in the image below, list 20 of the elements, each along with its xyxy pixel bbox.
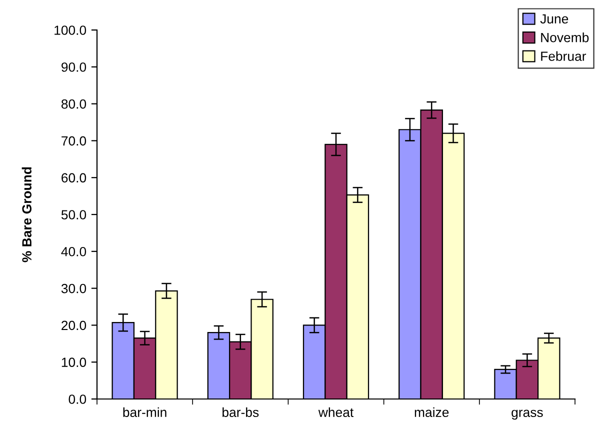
y-tick-label: 40.0 xyxy=(61,246,86,256)
y-tick-label: 20.0 xyxy=(62,320,86,330)
legend-label: Novemb xyxy=(541,32,589,42)
x-tick-label: wheat xyxy=(318,407,354,418)
y-tick-label: 10.0 xyxy=(62,358,86,368)
legend-label: June xyxy=(540,14,568,24)
x-tick-label: bar-bs xyxy=(222,407,259,418)
y-tick-label: 70.0 xyxy=(62,136,86,146)
y-tick-label: 80.0 xyxy=(61,99,86,109)
x-tick-label: grass xyxy=(512,410,543,420)
y-tick-label: 100.0 xyxy=(54,26,86,35)
y-tick-label: 30.0 xyxy=(61,284,86,294)
y-tick-label: 90.0 xyxy=(62,62,86,72)
x-tick-label: bar-min xyxy=(123,407,166,418)
y-axis-title: % Bare Ground xyxy=(22,167,32,262)
y-tick-label: 0.0 xyxy=(68,394,86,404)
x-tick-label: maize xyxy=(414,407,449,418)
y-tick-label: 50.0 xyxy=(61,210,86,220)
legend-label: Februar xyxy=(541,51,586,61)
y-tick-label: 60.0 xyxy=(62,173,86,183)
